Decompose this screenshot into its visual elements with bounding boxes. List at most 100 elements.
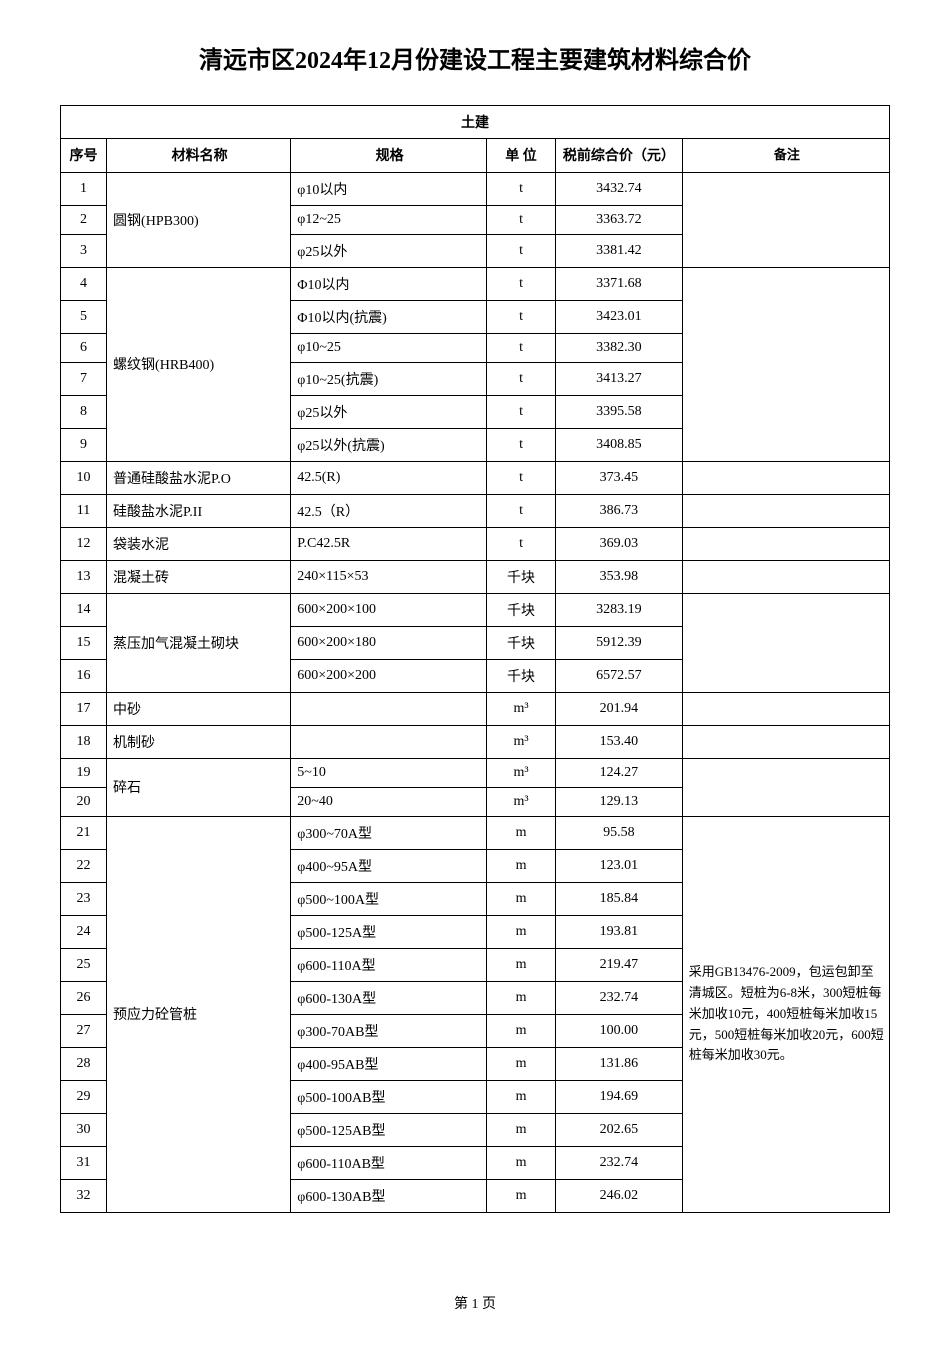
table-row: 14 蒸压加气混凝土砌块 600×200×100 千块 3283.19	[61, 593, 890, 626]
cell-remark	[682, 692, 889, 725]
cell-seq: 29	[61, 1080, 107, 1113]
cell-seq: 25	[61, 948, 107, 981]
cell-price: 3371.68	[556, 267, 683, 300]
col-spec-header: 规格	[291, 139, 487, 173]
cell-material: 蒸压加气混凝土砌块	[107, 593, 291, 692]
cell-unit: m	[487, 915, 556, 948]
cell-spec: φ25以外	[291, 234, 487, 267]
cell-price: 232.74	[556, 1146, 683, 1179]
cell-price: 5912.39	[556, 626, 683, 659]
cell-material: 普通硅酸盐水泥P.O	[107, 461, 291, 494]
cell-spec: φ300-70AB型	[291, 1014, 487, 1047]
cell-unit: t	[487, 333, 556, 362]
cell-price: 3283.19	[556, 593, 683, 626]
cell-unit: m	[487, 1146, 556, 1179]
cell-spec: φ400~95A型	[291, 849, 487, 882]
cell-unit: 千块	[487, 659, 556, 692]
cell-price: 131.86	[556, 1047, 683, 1080]
cell-seq: 24	[61, 915, 107, 948]
cell-spec: 20~40	[291, 787, 487, 816]
cell-spec: 42.5（R）	[291, 494, 487, 527]
cell-spec: φ25以外	[291, 395, 487, 428]
cell-price: 386.73	[556, 494, 683, 527]
cell-price: 6572.57	[556, 659, 683, 692]
cell-seq: 7	[61, 362, 107, 395]
cell-unit: 千块	[487, 626, 556, 659]
cell-remark	[682, 758, 889, 816]
cell-unit: t	[487, 527, 556, 560]
cell-spec: φ500-125AB型	[291, 1113, 487, 1146]
page-footer: 第 1 页	[60, 1293, 890, 1313]
cell-material: 混凝土砖	[107, 560, 291, 593]
cell-material: 圆钢(HPB300)	[107, 172, 291, 267]
cell-unit: m	[487, 1080, 556, 1113]
cell-price: 153.40	[556, 725, 683, 758]
cell-price: 193.81	[556, 915, 683, 948]
cell-unit: m	[487, 849, 556, 882]
table-row: 10 普通硅酸盐水泥P.O 42.5(R) t 373.45	[61, 461, 890, 494]
table-row: 12 袋装水泥 P.C42.5R t 369.03	[61, 527, 890, 560]
cell-seq: 32	[61, 1179, 107, 1212]
cell-price: 194.69	[556, 1080, 683, 1113]
cell-spec: 600×200×200	[291, 659, 487, 692]
cell-material: 硅酸盐水泥P.II	[107, 494, 291, 527]
cell-unit: t	[487, 300, 556, 333]
cell-unit: t	[487, 461, 556, 494]
cell-unit: m³	[487, 692, 556, 725]
cell-spec: 600×200×100	[291, 593, 487, 626]
cell-price: 123.01	[556, 849, 683, 882]
cell-price: 185.84	[556, 882, 683, 915]
cell-remark	[682, 494, 889, 527]
cell-spec: 42.5(R)	[291, 461, 487, 494]
cell-price: 201.94	[556, 692, 683, 725]
cell-unit: m³	[487, 725, 556, 758]
cell-unit: t	[487, 205, 556, 234]
cell-seq: 17	[61, 692, 107, 725]
cell-unit: t	[487, 395, 556, 428]
cell-unit: m	[487, 1113, 556, 1146]
cell-price: 202.65	[556, 1113, 683, 1146]
cell-price: 3382.30	[556, 333, 683, 362]
cell-material: 碎石	[107, 758, 291, 816]
cell-seq: 15	[61, 626, 107, 659]
col-material-header: 材料名称	[107, 139, 291, 173]
cell-price: 3432.74	[556, 172, 683, 205]
cell-unit: m³	[487, 787, 556, 816]
section-header: 土建	[61, 106, 890, 139]
cell-seq: 12	[61, 527, 107, 560]
cell-price: 219.47	[556, 948, 683, 981]
materials-table: 土建 序号 材料名称 规格 单 位 税前综合价（元） 备注 1 圆钢(HPB30…	[60, 105, 890, 1213]
cell-price: 3363.72	[556, 205, 683, 234]
table-row: 19 碎石 5~10 m³ 124.27	[61, 758, 890, 787]
cell-material: 机制砂	[107, 725, 291, 758]
cell-unit: t	[487, 494, 556, 527]
cell-unit: m³	[487, 758, 556, 787]
cell-spec: φ600-110AB型	[291, 1146, 487, 1179]
cell-seq: 4	[61, 267, 107, 300]
cell-seq: 3	[61, 234, 107, 267]
table-row: 17 中砂 m³ 201.94	[61, 692, 890, 725]
cell-seq: 22	[61, 849, 107, 882]
cell-spec: φ12~25	[291, 205, 487, 234]
cell-remark	[682, 560, 889, 593]
cell-price: 373.45	[556, 461, 683, 494]
cell-material: 预应力砼管桩	[107, 816, 291, 1212]
cell-remark	[682, 461, 889, 494]
cell-seq: 19	[61, 758, 107, 787]
cell-seq: 16	[61, 659, 107, 692]
cell-unit: m	[487, 981, 556, 1014]
cell-seq: 31	[61, 1146, 107, 1179]
col-seq-header: 序号	[61, 139, 107, 173]
cell-seq: 8	[61, 395, 107, 428]
cell-spec: 600×200×180	[291, 626, 487, 659]
cell-seq: 10	[61, 461, 107, 494]
cell-unit: m	[487, 1014, 556, 1047]
cell-spec: φ600-130AB型	[291, 1179, 487, 1212]
cell-seq: 30	[61, 1113, 107, 1146]
cell-spec: φ500-100AB型	[291, 1080, 487, 1113]
table-row: 11 硅酸盐水泥P.II 42.5（R） t 386.73	[61, 494, 890, 527]
cell-remark	[682, 267, 889, 461]
table-row: 21 预应力砼管桩 φ300~70A型 m 95.58 采用GB13476-20…	[61, 816, 890, 849]
cell-unit: m	[487, 1047, 556, 1080]
table-header-row: 序号 材料名称 规格 单 位 税前综合价（元） 备注	[61, 139, 890, 173]
